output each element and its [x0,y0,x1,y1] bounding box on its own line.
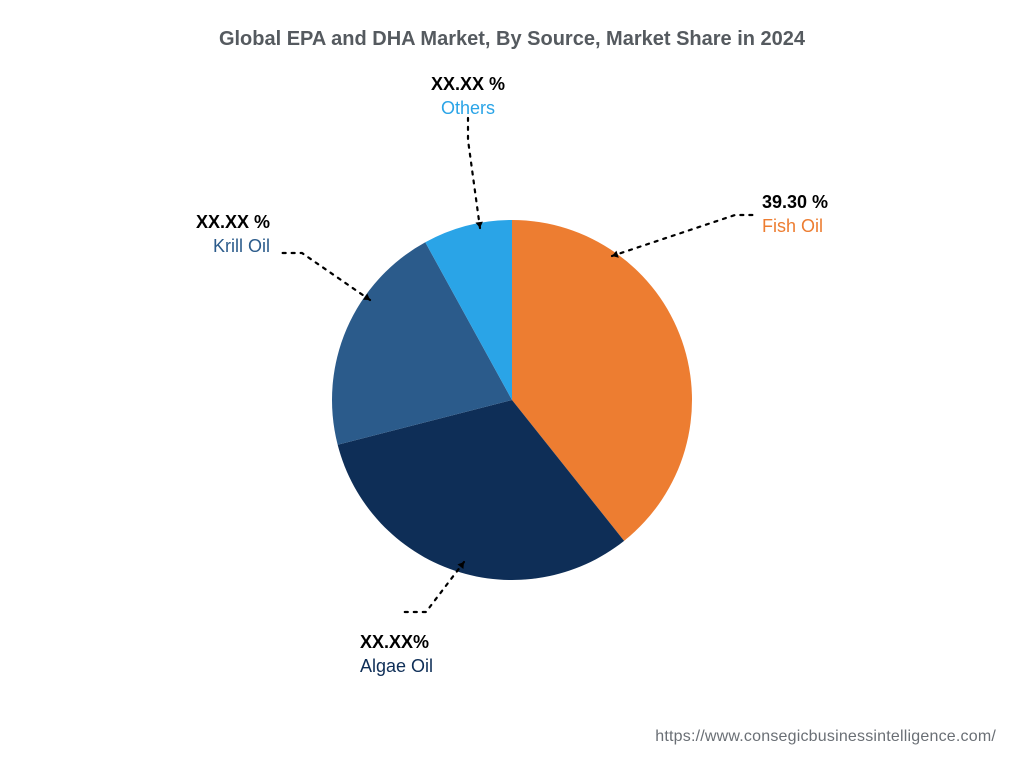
leader-line [612,215,756,256]
slice-label-others: XX.XX %Others [388,72,548,121]
series-name: Krill Oil [120,234,270,258]
source-url: https://www.consegicbusinessintelligence… [655,728,996,746]
leader-line [278,253,370,300]
slice-label-fish-oil: 39.30 %Fish Oil [762,190,828,239]
series-name: Algae Oil [360,654,433,678]
leader-line [468,118,480,228]
series-name: Fish Oil [762,214,828,238]
slice-label-algae-oil: XX.XX%Algae Oil [360,630,433,679]
slice-label-krill-oil: XX.XX %Krill Oil [120,210,270,259]
series-name: Others [388,96,548,120]
pct-label: 39.30 % [762,190,828,214]
pct-label: XX.XX% [360,630,433,654]
pct-label: XX.XX % [388,72,548,96]
pct-label: XX.XX % [120,210,270,234]
chart-title: Global EPA and DHA Market, By Source, Ma… [0,28,1024,51]
